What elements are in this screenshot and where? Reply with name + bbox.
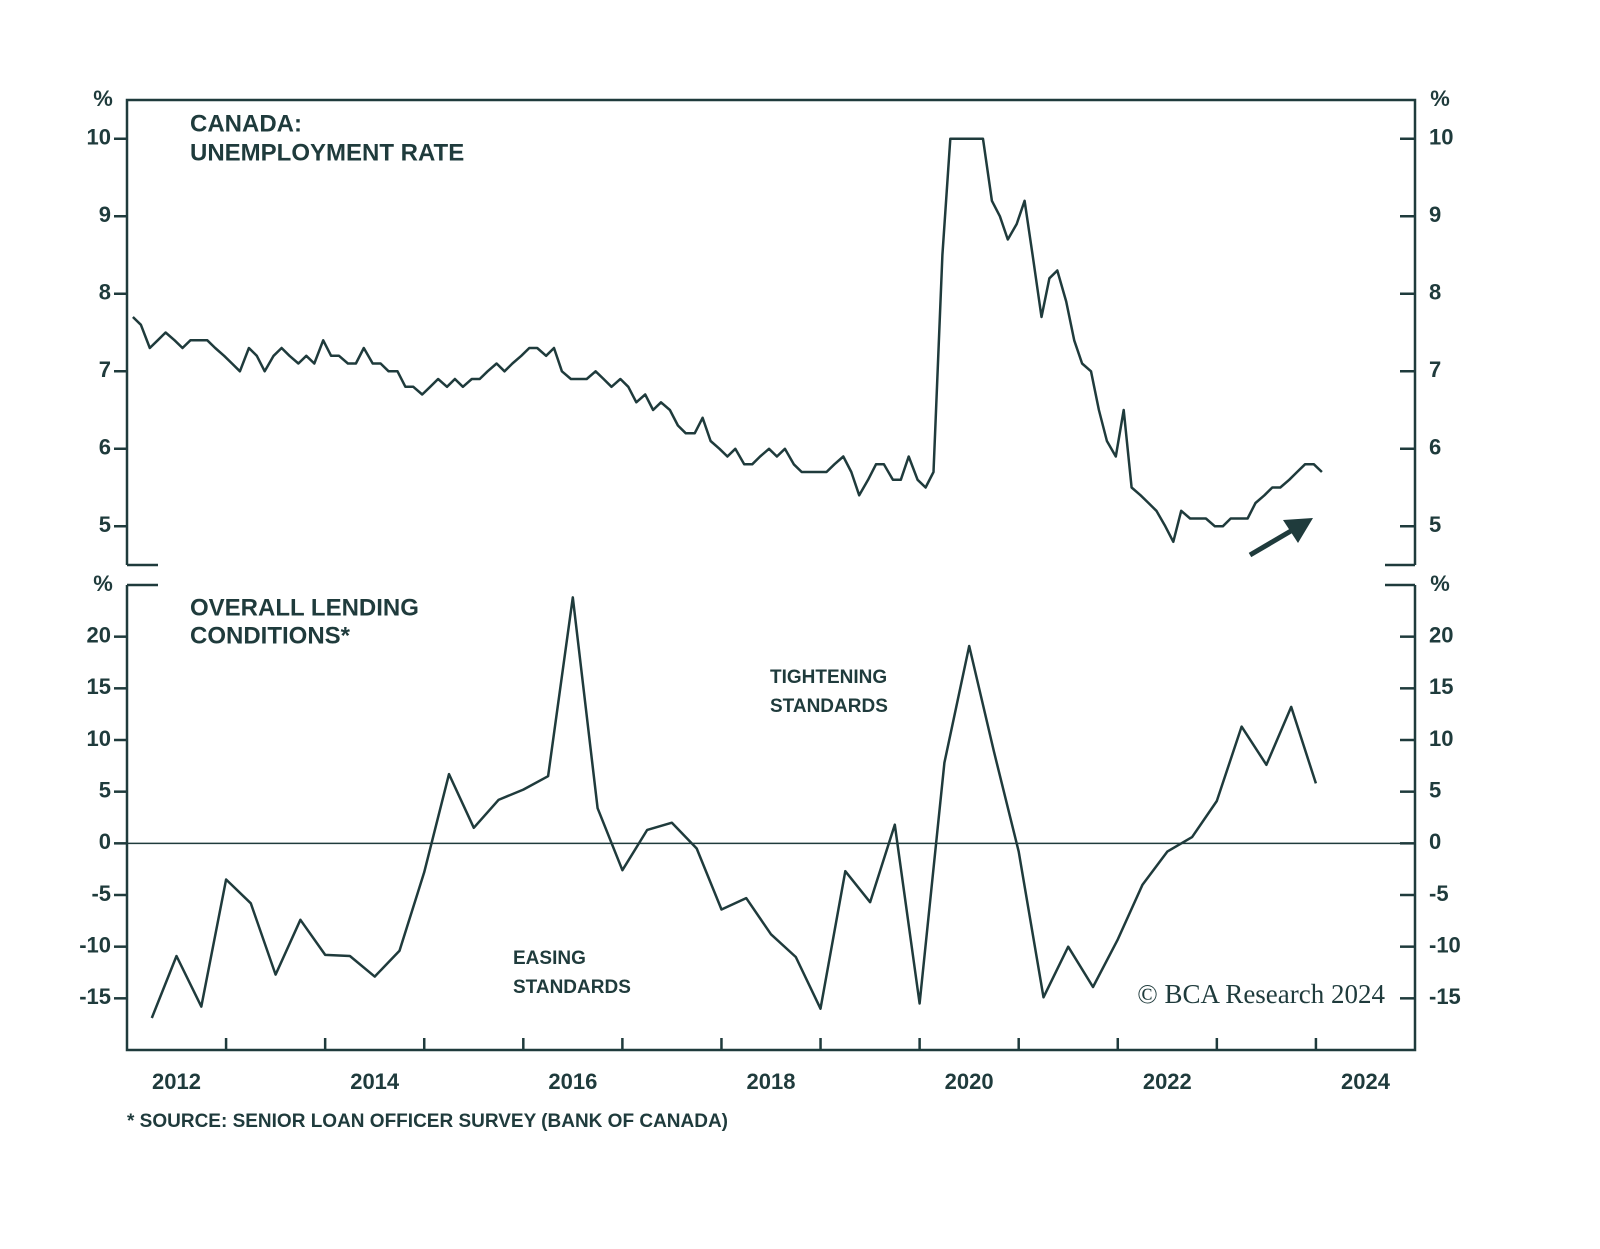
x-tick-label: 2018 <box>747 1069 796 1094</box>
y-tick-label: -15 <box>1429 984 1461 1009</box>
y-unit-right: % <box>1430 86 1450 111</box>
x-tick-label: 2014 <box>350 1069 400 1094</box>
top-panel-frame <box>125 98 1417 567</box>
y-tick-label: 7 <box>99 357 111 382</box>
y-unit-left: % <box>93 86 113 111</box>
y-unit-right: % <box>1430 571 1450 596</box>
y-tick-label: 10 <box>87 125 111 150</box>
bottom-title-line: CONDITIONS* <box>190 622 351 649</box>
y-tick-label: 9 <box>1429 202 1441 227</box>
y-unit-left: % <box>93 571 113 596</box>
y-tick-label: 20 <box>1429 622 1453 647</box>
y-tick-label: 6 <box>99 435 111 460</box>
y-tick-label: -15 <box>79 984 111 1009</box>
x-tick-label: 2012 <box>152 1069 201 1094</box>
annotation: STANDARDS <box>770 696 888 717</box>
y-tick-label: 10 <box>87 726 111 751</box>
y-tick-label: -10 <box>1429 932 1461 957</box>
y-tick-label: 15 <box>1429 674 1453 699</box>
y-tick-label: 9 <box>99 202 111 227</box>
y-tick-label: 10 <box>1429 125 1453 150</box>
annotation: EASING <box>513 948 586 969</box>
y-tick-label: 15 <box>87 674 111 699</box>
y-tick-label: 8 <box>99 280 111 305</box>
bottom-title-line: OVERALL LENDING <box>190 594 419 621</box>
top-title-line: UNEMPLOYMENT RATE <box>190 139 464 166</box>
trend-arrow <box>1248 518 1313 558</box>
credit: © BCA Research 2024 <box>1137 979 1385 1009</box>
x-tick-label: 2024 <box>1341 1069 1391 1094</box>
y-tick-label: 7 <box>1429 357 1441 382</box>
y-tick-label: 5 <box>99 777 111 802</box>
annotation: STANDARDS <box>513 977 631 998</box>
top-title-line: CANADA: <box>190 110 302 137</box>
y-tick-label: 5 <box>1429 512 1441 537</box>
source-note: * SOURCE: SENIOR LOAN OFFICER SURVEY (BA… <box>127 1111 728 1132</box>
bottom-panel-frame <box>125 583 1417 1052</box>
annotation: TIGHTENING <box>770 667 887 688</box>
y-tick-label: 0 <box>99 829 111 854</box>
data-line <box>132 137 1323 544</box>
data-line <box>150 596 1318 1019</box>
x-tick-label: 2016 <box>548 1069 597 1094</box>
y-tick-label: -5 <box>1429 881 1449 906</box>
y-tick-label: -10 <box>79 932 111 957</box>
y-tick-label: 6 <box>1429 435 1441 460</box>
y-tick-label: 0 <box>1429 829 1441 854</box>
y-tick-label: 20 <box>87 622 111 647</box>
x-tick-label: 2022 <box>1143 1069 1192 1094</box>
x-tick-label: 2020 <box>945 1069 994 1094</box>
y-tick-label: 5 <box>1429 777 1441 802</box>
y-tick-label: -5 <box>91 881 111 906</box>
y-tick-label: 8 <box>1429 280 1441 305</box>
y-tick-label: 10 <box>1429 726 1453 751</box>
y-tick-label: 5 <box>99 512 111 537</box>
